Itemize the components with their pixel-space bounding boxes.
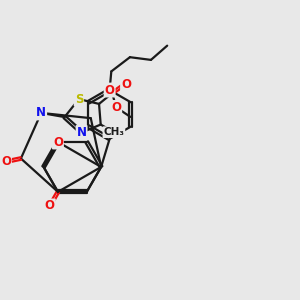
Text: O: O bbox=[111, 101, 121, 114]
Text: O: O bbox=[53, 136, 63, 148]
Text: O: O bbox=[1, 155, 11, 168]
Text: CH₃: CH₃ bbox=[103, 127, 124, 137]
Text: O: O bbox=[121, 78, 131, 91]
Text: N: N bbox=[36, 106, 46, 119]
Text: S: S bbox=[75, 93, 83, 106]
Text: N: N bbox=[76, 126, 87, 139]
Text: O: O bbox=[105, 83, 115, 97]
Text: O: O bbox=[45, 200, 55, 212]
